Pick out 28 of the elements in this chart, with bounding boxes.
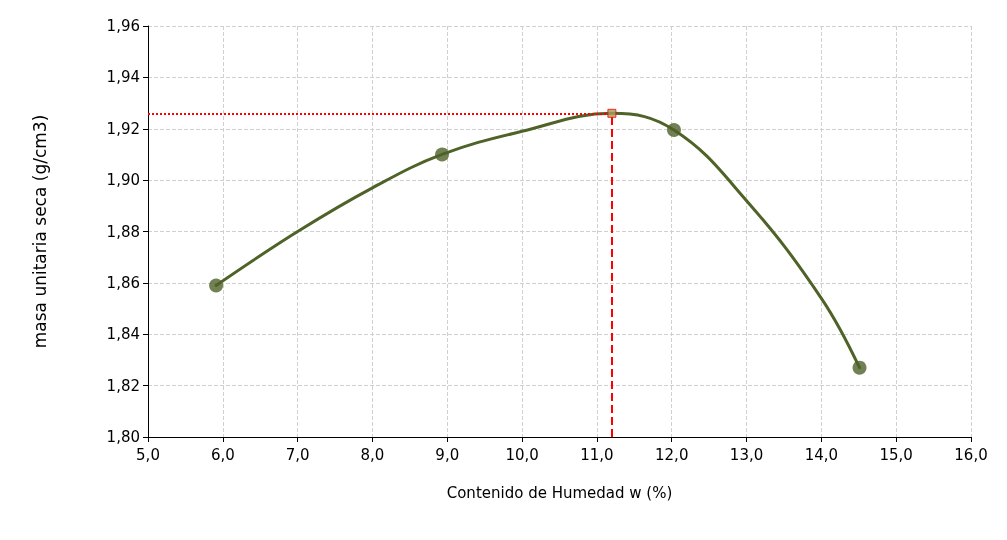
- x-axis-title: Contenido de Humedad w (%): [446, 483, 673, 502]
- x-tick-label: 12,0: [655, 445, 689, 464]
- x-tick-label: 16,0: [954, 445, 988, 464]
- y-tick-label: 1,86: [106, 273, 140, 292]
- y-tick-label: 1,84: [106, 325, 140, 344]
- y-tick-label: 1,90: [106, 171, 140, 190]
- x-tick-label: 6,0: [210, 445, 235, 464]
- x-tick-label: 11,0: [580, 445, 614, 464]
- point: [852, 360, 867, 375]
- x-tick-label: 10,0: [505, 445, 539, 464]
- x-tick-label: 8,0: [360, 445, 385, 464]
- y-tick-label: 1,88: [106, 222, 140, 241]
- point: [666, 123, 681, 138]
- x-tick-label: 5,0: [136, 445, 160, 464]
- x-tick-label: 14,0: [804, 445, 839, 464]
- point: [209, 278, 224, 293]
- x-tick-label: 7,0: [285, 445, 310, 464]
- x-tick-label: 13,0: [729, 445, 764, 464]
- point: [435, 147, 450, 162]
- y-tick-label: 1,94: [106, 68, 140, 87]
- point: [607, 108, 617, 118]
- x-tick-label: 9,0: [435, 445, 460, 464]
- y-tick-label: 1,80: [106, 428, 140, 446]
- x-tick-label: 15,0: [879, 445, 913, 464]
- y-tick-label: 1,92: [106, 119, 140, 138]
- y-axis-title: masa unitaria seca (g/cm3): [29, 114, 50, 349]
- y-tick-label: 1,82: [106, 376, 140, 395]
- y-tick-label: 1,96: [106, 17, 140, 35]
